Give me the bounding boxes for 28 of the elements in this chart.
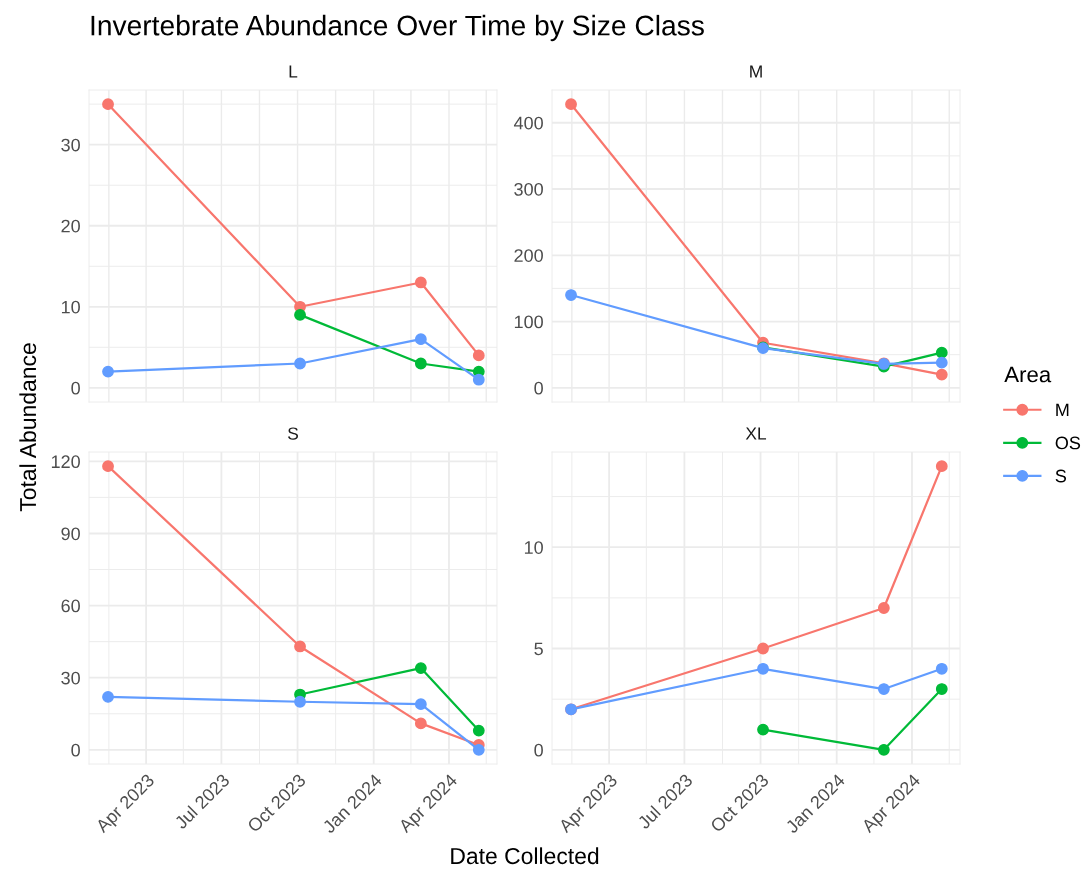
y-tick-label: 300 <box>514 182 543 196</box>
legend-label: S <box>1055 469 1067 483</box>
y-tick-label: 60 <box>61 599 80 613</box>
y-tick-label: 0 <box>534 743 543 757</box>
x-axis-title: Date Collected <box>451 847 599 865</box>
y-tick-label: 30 <box>61 138 80 152</box>
legend-label: OS <box>1055 436 1081 450</box>
y-tick-label: 0 <box>71 381 80 395</box>
y-tick-label: 10 <box>524 541 543 554</box>
chart-subtitle: L <box>289 65 298 78</box>
y-tick-label: 400 <box>513 116 543 130</box>
chart-title: Invertebrate Abundance Over Time by Size Class <box>91 14 704 42</box>
y-tick-label: 200 <box>514 249 543 262</box>
chart-subtitle: S <box>288 427 298 440</box>
y-tick-label: 0 <box>71 743 80 757</box>
y-tick-label: 120 <box>51 455 80 469</box>
y-tick-label: 10 <box>61 300 80 314</box>
y-axis-title: Total Abundance <box>19 343 37 512</box>
y-tick-label: 20 <box>61 219 80 233</box>
legend-title: Area <box>1004 366 1052 383</box>
y-tick-label: 100 <box>514 315 543 329</box>
y-tick-label: 30 <box>61 671 80 685</box>
y-tick-label: 90 <box>61 527 80 541</box>
chart-subtitle: M <box>750 65 762 78</box>
chart-subtitle: XL <box>745 427 767 440</box>
y-tick-label: 0 <box>534 381 543 395</box>
y-tick-label: 5 <box>534 642 543 656</box>
legend-label: M <box>1056 403 1069 417</box>
